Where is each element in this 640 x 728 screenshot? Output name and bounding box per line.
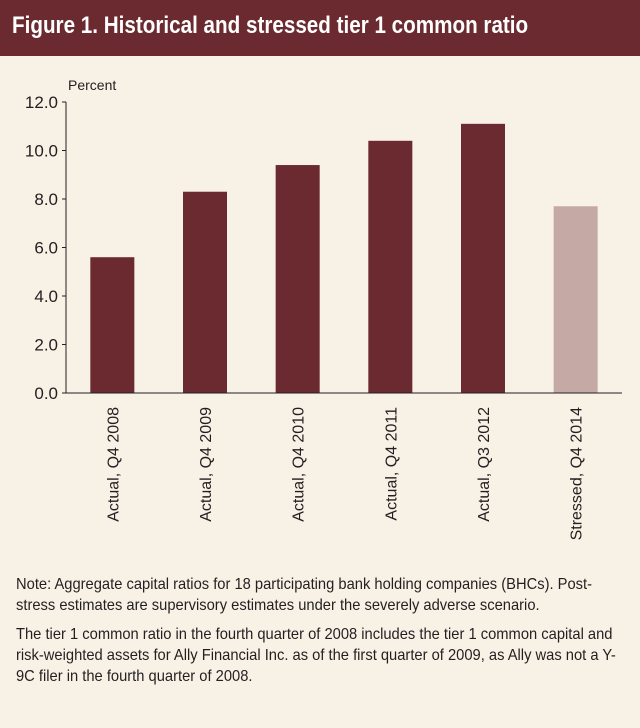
x-tick-label: Actual, Q4 2009 <box>198 407 215 522</box>
bar <box>368 140 413 393</box>
bar <box>90 257 135 393</box>
bars <box>90 123 598 393</box>
bar <box>553 206 598 393</box>
y-axis-ticks: 0.0 2.0 4.0 6.0 8.0 10.0 12.0 <box>25 93 66 403</box>
bar-chart: Percent 0.0 2.0 4.0 6.0 8.0 10.0 12.0 Actual, … <box>25 77 622 541</box>
y-tick-label: 0.0 <box>34 384 58 403</box>
x-tick-label: Actual, Q4 2011 <box>383 407 400 521</box>
x-tick-label: Actual, Q4 2010 <box>291 407 308 522</box>
x-tick-label: Actual, Q4 2008 <box>105 407 122 522</box>
notes: Note: Aggregate capital ratios for 18 pa… <box>16 574 628 695</box>
bar <box>183 191 227 393</box>
y-tick-label: 10.0 <box>25 142 58 161</box>
y-axis-label: Percent <box>68 77 116 93</box>
figure-header: Figure 1. Historical and stressed tier 1… <box>0 0 640 56</box>
y-tick-label: 12.0 <box>25 93 58 112</box>
y-tick-label: 8.0 <box>34 190 58 209</box>
x-axis-labels: Actual, Q4 2008 Actual, Q4 2009 Actual, Q4… <box>105 407 585 541</box>
y-tick-label: 2.0 <box>34 336 58 355</box>
bar <box>275 165 320 393</box>
figure-title: Figure 1. Historical and stressed tier 1… <box>12 12 529 39</box>
x-tick-label: Actual, Q3 2012 <box>476 407 493 522</box>
note-ally: The tier 1 common ratio in the fourth qu… <box>16 626 616 685</box>
y-tick-label: 6.0 <box>34 239 58 258</box>
x-tick-label: Stressed, Q4 2014 <box>569 407 586 541</box>
y-tick-label: 4.0 <box>34 287 58 306</box>
bar <box>461 123 505 393</box>
note-aggregate: Note: Aggregate capital ratios for 18 pa… <box>16 576 593 614</box>
